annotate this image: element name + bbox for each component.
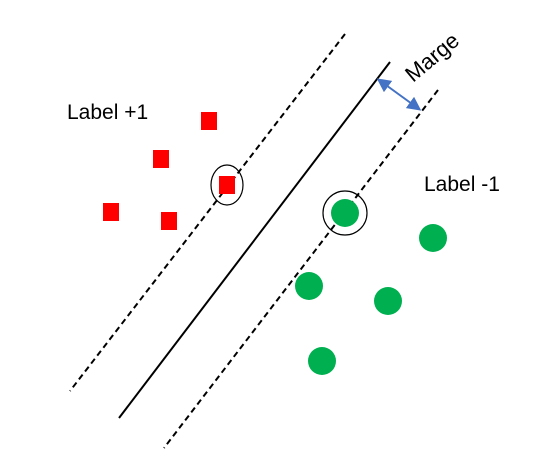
negative-point: [374, 287, 402, 315]
positive-support-vector-ring: [210, 164, 244, 206]
negative-support-vector-ring: [322, 190, 368, 236]
margin-arrow: [376, 78, 422, 111]
positive-point: [161, 212, 177, 230]
negative-point: [295, 272, 323, 300]
positive-class-label: Label +1: [67, 101, 148, 124]
negative-class-label: Label -1: [424, 173, 500, 196]
negative-point: [419, 224, 447, 252]
decision-boundary-line: [118, 61, 391, 419]
positive-point: [103, 203, 119, 221]
lower-margin-line: [163, 89, 439, 449]
upper-margin-line: [69, 33, 346, 392]
positive-support-vector: [219, 176, 235, 194]
positive-point: [201, 112, 217, 130]
negative-point: [308, 347, 336, 375]
positive-point: [153, 150, 169, 168]
margin-label: Marge: [400, 28, 464, 87]
negative-support-vector: [331, 199, 359, 227]
